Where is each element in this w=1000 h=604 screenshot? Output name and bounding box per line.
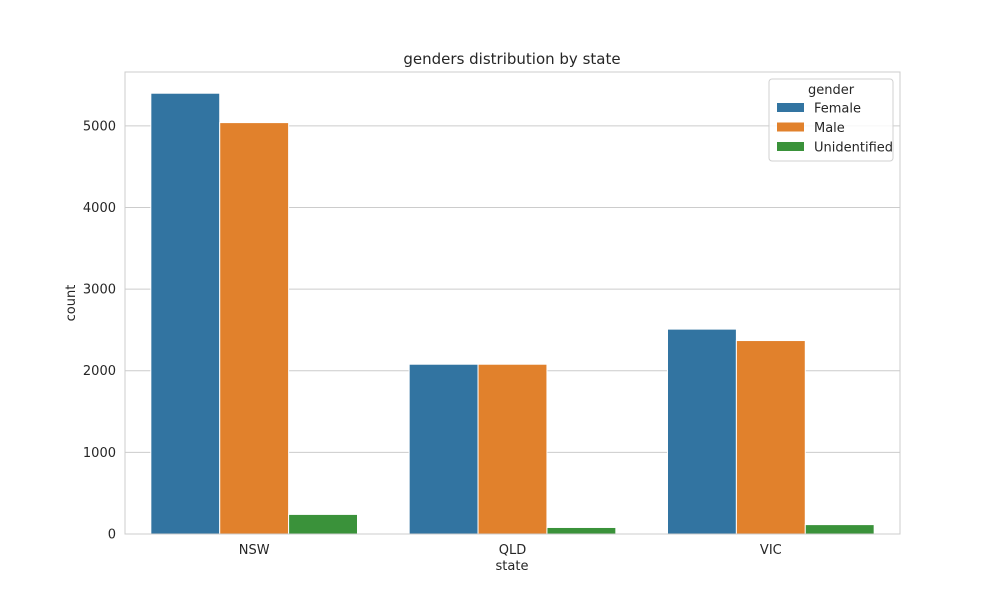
legend: gender Female Male Unidentified [768,78,894,162]
x-tick-labels: NSW QLD VIC [239,543,782,558]
chart-title: genders distribution by state [403,50,620,68]
plot-frame [124,71,901,535]
bar-vic-male [735,340,806,535]
y-tick-label-3000: 3000 [83,283,116,298]
bars [150,92,875,535]
x-tick-label-vic: VIC [760,543,782,558]
bar-nsw-unidentified [288,513,358,535]
y-tick-label-5000: 5000 [83,119,116,134]
bar-qld-male [477,363,548,535]
y-axis-title: count [64,285,79,322]
bar-qld-unidentified [546,526,617,535]
y-tick-label-1000: 1000 [83,446,116,461]
bar-nsw-female [150,92,221,535]
legend-box [768,78,894,162]
bar-vic-unidentified [804,524,875,535]
legend-swatch-male [777,122,804,132]
legend-title: gender [808,83,855,98]
x-tick-label-nsw: NSW [239,543,270,558]
legend-entries: Female Male Unidentified [777,102,893,156]
bar-nsw-male [219,122,290,535]
bar-qld-female [408,363,479,535]
legend-label-unidentified: Unidentified [814,141,893,156]
legend-swatch-unidentified [777,142,804,151]
y-tick-labels: 0 1000 2000 3000 4000 5000 [83,119,116,542]
y-tick-label-0: 0 [108,528,116,543]
legend-swatch-female [777,103,804,112]
y-tick-label-4000: 4000 [83,201,116,216]
x-axis-title: state [496,559,529,574]
y-tick-label-2000: 2000 [83,364,116,379]
x-tick-label-qld: QLD [499,543,527,558]
legend-label-female: Female [814,102,861,117]
legend-label-male: Male [814,121,845,136]
bar-vic-female [667,328,737,535]
